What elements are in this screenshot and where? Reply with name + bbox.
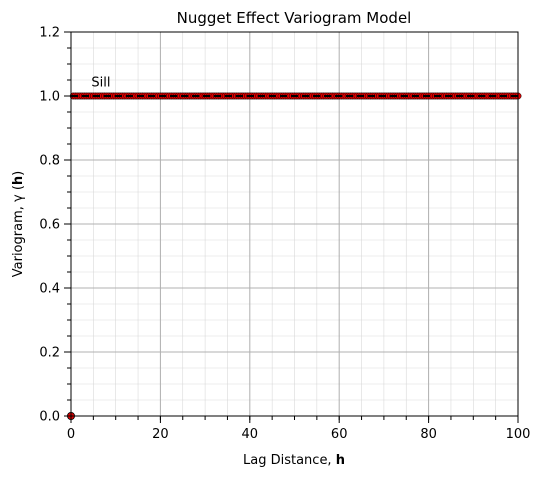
x-axis-label: Lag Distance, h	[243, 453, 345, 468]
x-tick-label: 0	[67, 427, 75, 442]
y-tick-labels: 0.0 0.2 0.4 0.6 0.8 1.0 1.2	[39, 26, 60, 425]
x-tick-labels: 0 20 40 60 80 100	[67, 427, 531, 442]
y-tick-label: 0.6	[39, 218, 60, 233]
y-tick-label: 1.0	[39, 90, 60, 105]
x-tick-label: 80	[420, 427, 437, 442]
y-tick-label: 1.2	[39, 26, 60, 41]
sill-annotation: Sill	[91, 76, 110, 91]
x-tick-label: 60	[331, 427, 348, 442]
x-tick-label: 20	[152, 427, 169, 442]
y-tick-label: 0.4	[39, 282, 60, 297]
axis-ticks	[64, 31, 519, 423]
chart-title: Nugget Effect Variogram Model	[177, 9, 412, 27]
series-layer	[67, 92, 522, 420]
x-tick-label: 100	[506, 427, 531, 442]
y-tick-label: 0.2	[39, 346, 60, 361]
y-tick-label: 0.8	[39, 154, 60, 169]
x-tick-label: 40	[242, 427, 259, 442]
y-tick-label: 0.0	[39, 410, 60, 425]
y-axis-label: Variogram, γ (h)	[11, 171, 26, 278]
